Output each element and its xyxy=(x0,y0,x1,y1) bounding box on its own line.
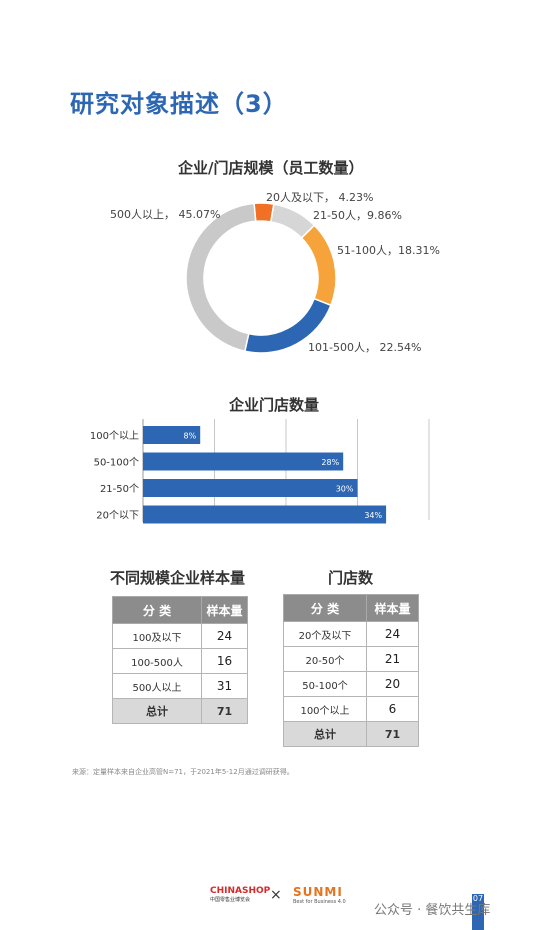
table2-cell: 20个及以下 xyxy=(283,621,367,647)
table2-cell: 24 xyxy=(366,621,419,647)
table-total-row: 总计 71 xyxy=(112,698,248,724)
table2-cell: 20-50个 xyxy=(283,646,367,672)
table-row: 100个以上 6 xyxy=(283,696,419,722)
category-label: 100个以上 xyxy=(90,430,139,442)
donut-label-21-50: 21-50人，9.86% xyxy=(313,209,402,222)
sunmi-logo-text: SUNMI xyxy=(293,885,343,899)
chinashop-logo-sub: 中国零售业博览会 xyxy=(210,897,251,903)
bar-value-label: 8% xyxy=(183,432,196,441)
donut-slice xyxy=(300,224,337,307)
chinashop-logo: CHINASHOP 中国零售业博览会 xyxy=(210,886,270,903)
table1-total-value: 71 xyxy=(201,698,248,724)
bar xyxy=(143,426,201,444)
table1-cell: 31 xyxy=(201,673,248,699)
wechat-watermark: 公众号 · 餐饮共生库 xyxy=(374,903,491,918)
table1-cell: 16 xyxy=(201,648,248,674)
sunmi-logo-sub: Best for Business 4.0 xyxy=(293,899,346,905)
table2-header-sample: 样本量 xyxy=(366,594,419,622)
table1-cell: 100-500人 xyxy=(112,648,202,674)
donut-slice xyxy=(185,202,257,353)
table1-cell: 500人以上 xyxy=(112,673,202,699)
category-label: 20个以下 xyxy=(96,510,139,522)
bar-value-label: 34% xyxy=(364,511,382,520)
table-row: 500人以上 31 xyxy=(112,673,248,699)
bar xyxy=(143,479,358,497)
table-row: 100及以下 24 xyxy=(112,623,248,649)
donut-label-101-500: 101-500人， 22.54% xyxy=(308,341,422,354)
table1-total-label: 总计 xyxy=(112,698,202,724)
category-label: 21-50个 xyxy=(100,483,139,495)
chinashop-logo-text: CHINASHOP xyxy=(210,886,271,896)
bar-value-label: 30% xyxy=(336,485,354,494)
table-row: 100-500人 16 xyxy=(112,648,248,674)
table2-header-category: 分 类 xyxy=(283,594,367,622)
table2-total-label: 总计 xyxy=(283,721,367,747)
table-row: 20个及以下 24 xyxy=(283,621,419,647)
donut-label-20-and-below: 20人及以下， 4.23% xyxy=(266,191,374,204)
category-label: 50-100个 xyxy=(94,457,139,469)
bar-chart-title: 企业门店数量 xyxy=(229,396,320,414)
bar xyxy=(143,452,344,471)
bar-value-label: 28% xyxy=(321,458,339,467)
donut-chart xyxy=(185,202,337,354)
table-row: 20-50个 21 xyxy=(283,646,419,672)
page-number: 07 xyxy=(472,894,484,930)
table2-cell: 100个以上 xyxy=(283,696,367,722)
table2-title: 门店数 xyxy=(328,569,374,587)
donut-chart-title: 企业/门店规模（员工数量） xyxy=(178,159,364,177)
table1-header-sample: 样本量 xyxy=(201,596,248,624)
table1-title: 不同规模企业样本量 xyxy=(110,569,246,587)
store-count-table: 分 类 样本量 20个及以下 24 20-50个 21 50-100个 20 1… xyxy=(283,594,419,747)
table2-cell: 50-100个 xyxy=(283,671,367,697)
table2-total-value: 71 xyxy=(366,721,419,747)
donut-label-500-above: 500人以上， 45.07% xyxy=(110,208,221,221)
source-note: 来源：定量样本来自企业高管N=71，于2021年5-12月通过调研获得。 xyxy=(72,768,294,776)
sample-size-by-company-table: 分 类 样本量 100及以下 24 100-500人 16 500人以上 31 … xyxy=(112,596,248,724)
table1-cell: 24 xyxy=(201,623,248,649)
page-title: 研究对象描述（3） xyxy=(70,90,288,118)
sunmi-logo: SUNMI Best for Business 4.0 xyxy=(293,885,346,905)
table-total-row: 总计 71 xyxy=(283,721,419,747)
table1-header-category: 分 类 xyxy=(112,596,202,624)
bar xyxy=(143,505,387,524)
bar-chart: 100个以上 8% 50-100个 28% 21-50个 30% 20个以下 34% xyxy=(90,419,430,524)
table2-cell: 6 xyxy=(366,696,419,722)
table-row: 50-100个 20 xyxy=(283,671,419,697)
table1-cell: 100及以下 xyxy=(112,623,202,649)
table2-cell: 21 xyxy=(366,646,419,672)
times-sign: × xyxy=(270,887,282,903)
table2-cell: 20 xyxy=(366,671,419,697)
donut-label-51-100: 51-100人，18.31% xyxy=(337,244,440,257)
